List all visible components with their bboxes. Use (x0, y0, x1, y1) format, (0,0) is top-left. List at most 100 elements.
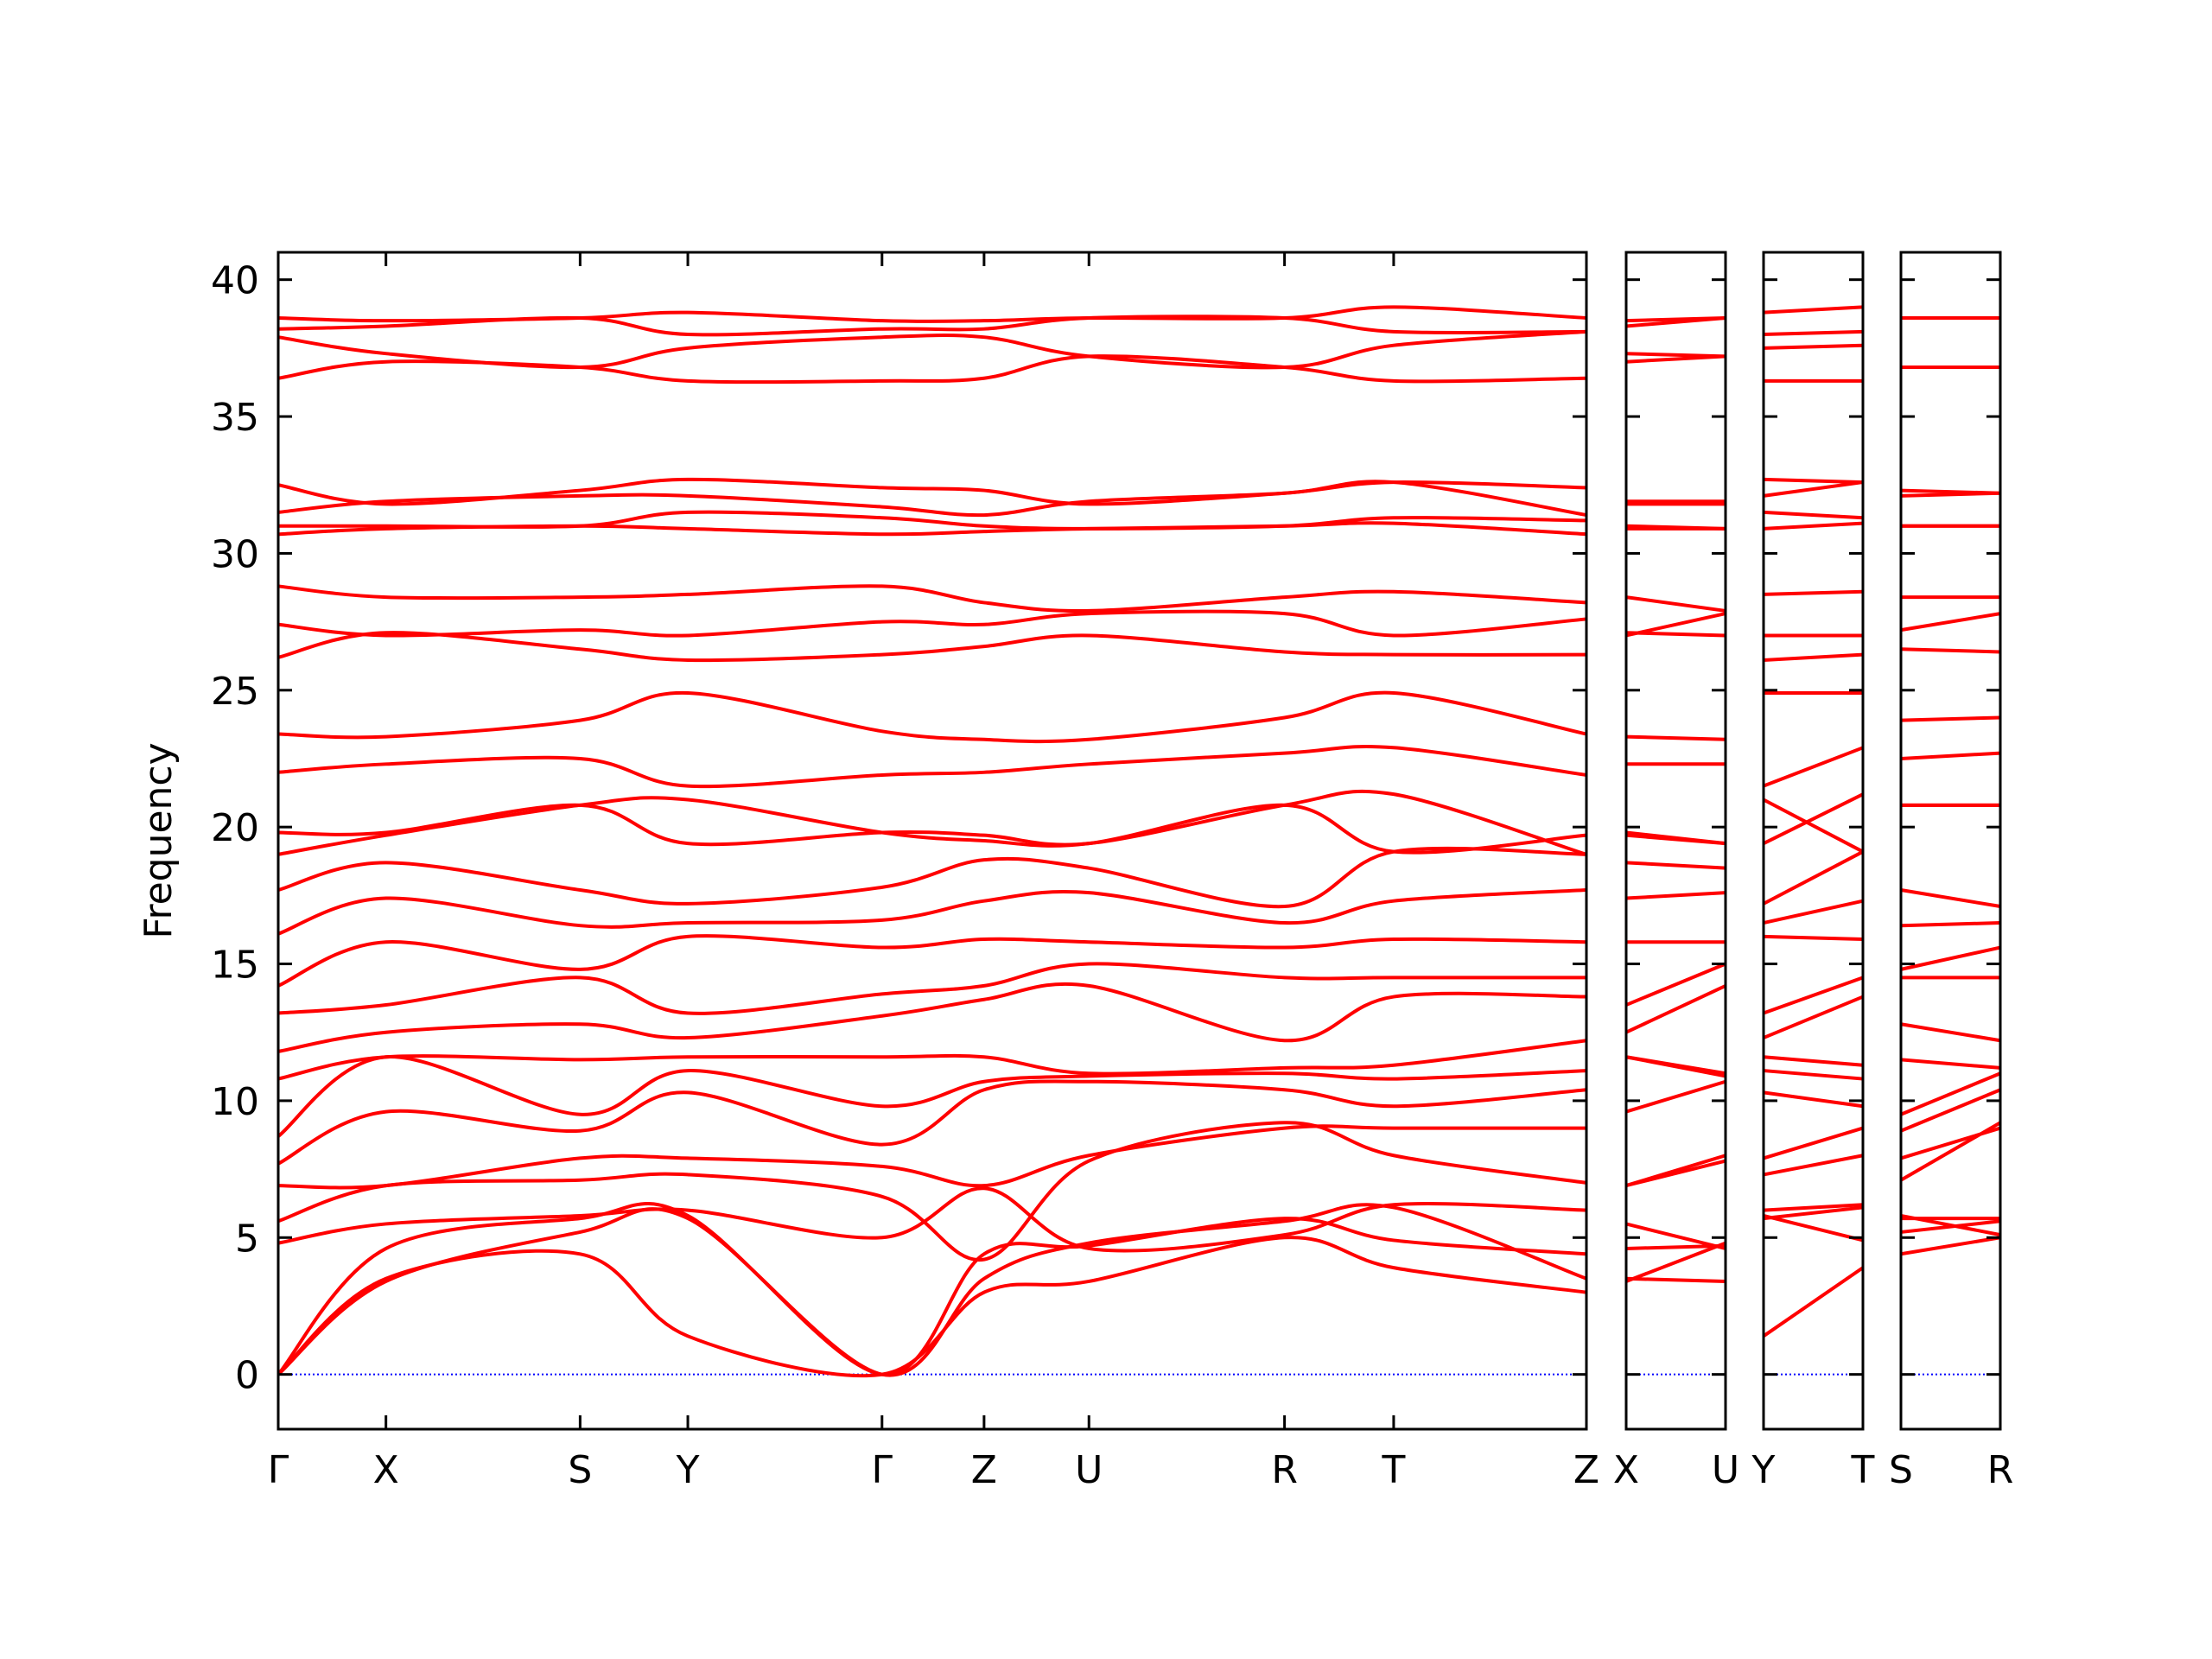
band-line (1763, 329, 1864, 337)
x-tick-label: S (568, 1448, 592, 1492)
band-line (1900, 647, 2001, 654)
band-line (1900, 1236, 2001, 1256)
band-line (1900, 1058, 2001, 1070)
band-line (1762, 1266, 1865, 1338)
band-line (277, 690, 1587, 744)
band-line (277, 888, 1587, 936)
plot-frame (1899, 251, 2002, 1431)
band-line (1625, 962, 1726, 1007)
band-line (1900, 945, 2001, 971)
band-line (1763, 746, 1864, 788)
band-line (277, 962, 1586, 1015)
band-line (1625, 316, 1726, 323)
band-line (277, 631, 1587, 663)
band-line (277, 796, 1587, 856)
x-tick-label: X (373, 1448, 399, 1492)
band-line (277, 789, 1587, 856)
band-line (277, 305, 1587, 324)
x-tick-label: T (1851, 1448, 1875, 1492)
band-line (1625, 861, 1726, 870)
x-tick-label: T (1381, 1448, 1405, 1492)
band-line (277, 745, 1587, 789)
y-tick-label: 40 (211, 259, 259, 303)
x-tick-label: U (1075, 1448, 1103, 1492)
x-tick-label: Γ (872, 1448, 893, 1492)
y-tick-label: 25 (211, 670, 259, 714)
band-line (277, 521, 1587, 537)
band-line (277, 1039, 1587, 1081)
band-line (1763, 934, 1864, 942)
band-line (1625, 1079, 1726, 1114)
band-line (1763, 792, 1864, 845)
x-tick-label: R (1987, 1448, 2014, 1492)
band-line (1763, 1055, 1864, 1067)
band-line (1763, 1126, 1864, 1160)
band-line (1900, 751, 2001, 760)
band-line (277, 477, 1587, 506)
band-line (277, 846, 1587, 909)
band-line (277, 584, 1587, 613)
y-tick-label: 10 (211, 1080, 259, 1124)
band-line (1763, 480, 1864, 498)
band-line (1763, 652, 1864, 662)
y-tick-label: 15 (211, 944, 259, 988)
band-line (1900, 612, 2001, 632)
x-tick-label: R (1271, 1448, 1298, 1492)
x-tick-label: Z (971, 1448, 997, 1492)
x-tick-label: Y (1751, 1448, 1776, 1492)
band-line (1763, 1154, 1864, 1177)
band-line (1900, 488, 2001, 495)
x-tick-label: S (1889, 1448, 1913, 1492)
plot-frame (1762, 251, 1865, 1431)
y-tick-label: 30 (211, 532, 259, 576)
x-tick-label: Y (676, 1448, 700, 1492)
band-line (1900, 1126, 2001, 1160)
band-line (277, 1124, 1586, 1190)
plot-frame (276, 251, 1588, 1431)
band-line (276, 1202, 1587, 1376)
band-line (1763, 849, 1864, 906)
band-line (1763, 995, 1864, 1039)
band-line (1625, 612, 1726, 638)
band-line (1625, 595, 1726, 613)
x-tick-label: U (1712, 1448, 1739, 1492)
band-line (1625, 891, 1726, 900)
band-line (277, 354, 1587, 385)
band-line (1900, 1088, 2001, 1133)
band-line (278, 510, 1587, 531)
band-line (1763, 976, 1864, 1015)
band-line (1763, 1203, 1864, 1212)
y-tick-label: 20 (211, 806, 259, 850)
band-line (1625, 734, 1726, 741)
band-line (276, 1236, 1587, 1378)
band-line (1900, 888, 2001, 908)
band-line (1763, 589, 1864, 596)
band-line (277, 1079, 1587, 1166)
band-line (1625, 524, 1726, 531)
band-line (1763, 1090, 1864, 1109)
x-tick-label: X (1613, 1448, 1639, 1492)
band-line (1763, 1069, 1864, 1081)
band-line (277, 609, 1587, 638)
band-line (1625, 984, 1726, 1034)
band-line (1763, 899, 1864, 925)
y-tick-label: 5 (235, 1217, 259, 1261)
band-line (1625, 1055, 1726, 1076)
band-line (1763, 305, 1864, 315)
band-line (1900, 1213, 2001, 1237)
band-line (1900, 921, 2001, 928)
x-tick-label: Γ (268, 1448, 289, 1492)
y-axis-label: Frequency (137, 742, 181, 938)
band-line (276, 1055, 1587, 1138)
band-line (1763, 343, 1864, 350)
band-line (1625, 1154, 1726, 1188)
band-line (1625, 1276, 1726, 1283)
band-line (277, 934, 1587, 988)
band-line (1763, 1205, 1864, 1221)
plot-frame (1624, 251, 1727, 1431)
band-line (1763, 798, 1864, 854)
band-line (1900, 1022, 2001, 1043)
band-line (1763, 510, 1864, 520)
band-line (1625, 830, 1726, 846)
